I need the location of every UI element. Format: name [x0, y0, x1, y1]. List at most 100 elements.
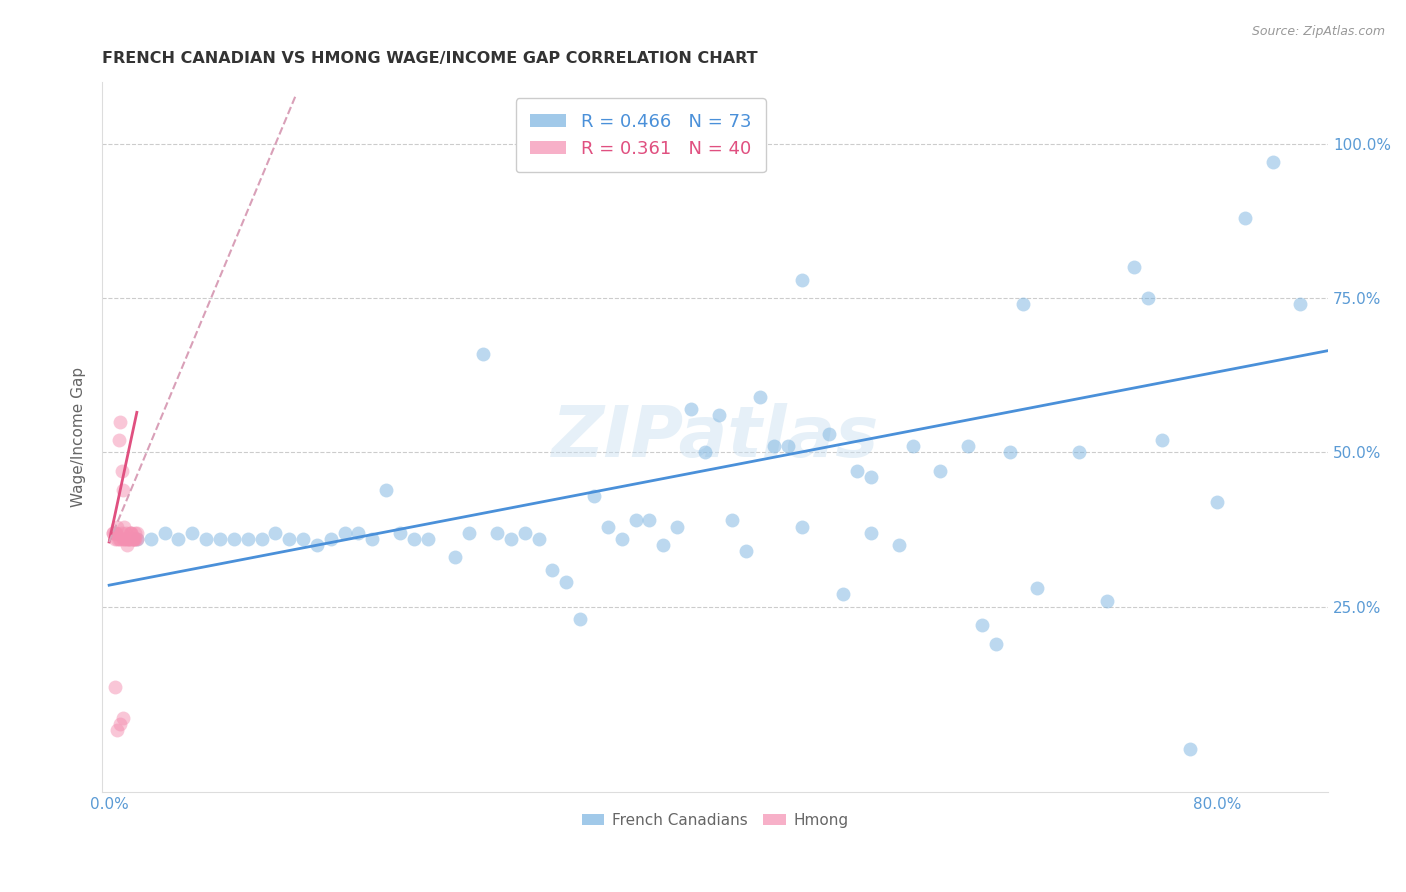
Point [319, 532, 342, 546]
Point [444, 550, 467, 565]
Point [118, 525, 141, 540]
Point [859, 470, 882, 484]
Point [121, 532, 143, 546]
Point [122, 532, 145, 546]
Point [984, 637, 1007, 651]
Y-axis label: Wage/Income Gap: Wage/Income Gap [72, 367, 86, 508]
Point [125, 532, 148, 546]
Point [1095, 593, 1118, 607]
Point [1026, 581, 1049, 595]
Point [666, 519, 689, 533]
Point [112, 532, 135, 546]
Point [167, 532, 190, 546]
Text: ZIPatlas: ZIPatlas [551, 402, 879, 472]
Point [181, 525, 204, 540]
Point [250, 532, 273, 546]
Point [846, 464, 869, 478]
Point [111, 711, 134, 725]
Point [1234, 211, 1257, 225]
Point [402, 532, 425, 546]
Point [124, 532, 146, 546]
Point [901, 439, 924, 453]
Point [818, 426, 841, 441]
Point [1123, 260, 1146, 275]
Point [389, 525, 412, 540]
Point [110, 415, 132, 429]
Point [105, 525, 128, 540]
Point [472, 347, 495, 361]
Point [107, 723, 129, 738]
Point [236, 532, 259, 546]
Point [124, 525, 146, 540]
Point [110, 464, 132, 478]
Point [305, 538, 328, 552]
Point [107, 532, 129, 546]
Point [735, 544, 758, 558]
Point [499, 532, 522, 546]
Point [110, 525, 132, 540]
Point [121, 532, 143, 546]
Point [122, 532, 145, 546]
Point [1067, 445, 1090, 459]
Point [582, 489, 605, 503]
Point [569, 612, 592, 626]
Point [763, 439, 786, 453]
Point [596, 519, 619, 533]
Point [117, 532, 139, 546]
Point [485, 525, 508, 540]
Point [111, 483, 134, 497]
Point [679, 402, 702, 417]
Point [1289, 297, 1312, 311]
Point [118, 532, 141, 546]
Point [610, 532, 633, 546]
Point [117, 532, 139, 546]
Point [125, 532, 148, 546]
Point [347, 525, 370, 540]
Point [110, 532, 132, 546]
Point [114, 525, 136, 540]
Point [115, 532, 138, 546]
Point [120, 525, 142, 540]
Point [107, 519, 129, 533]
Point [104, 532, 127, 546]
Point [1012, 297, 1035, 311]
Point [859, 525, 882, 540]
Point [110, 717, 132, 731]
Point [264, 525, 287, 540]
Point [292, 532, 315, 546]
Point [195, 532, 218, 546]
Point [652, 538, 675, 552]
Text: FRENCH CANADIAN VS HMONG WAGE/INCOME GAP CORRELATION CHART: FRENCH CANADIAN VS HMONG WAGE/INCOME GAP… [103, 51, 758, 66]
Point [103, 525, 125, 540]
Point [693, 445, 716, 459]
Point [1150, 433, 1173, 447]
Point [111, 532, 134, 546]
Point [103, 525, 125, 540]
Point [361, 532, 384, 546]
Point [115, 538, 138, 552]
Point [333, 525, 356, 540]
Point [998, 445, 1021, 459]
Point [749, 390, 772, 404]
Point [108, 433, 131, 447]
Point [956, 439, 979, 453]
Point [624, 513, 647, 527]
Point [1206, 495, 1229, 509]
Point [1178, 741, 1201, 756]
Point [120, 525, 142, 540]
Point [278, 532, 301, 546]
Point [104, 525, 127, 540]
Point [125, 525, 148, 540]
Point [105, 525, 128, 540]
Point [832, 587, 855, 601]
Point [222, 532, 245, 546]
Point [458, 525, 481, 540]
Point [527, 532, 550, 546]
Point [375, 483, 398, 497]
Point [513, 525, 536, 540]
Point [139, 532, 162, 546]
Point [790, 273, 813, 287]
Text: Source: ZipAtlas.com: Source: ZipAtlas.com [1251, 25, 1385, 38]
Point [790, 519, 813, 533]
Point [416, 532, 439, 546]
